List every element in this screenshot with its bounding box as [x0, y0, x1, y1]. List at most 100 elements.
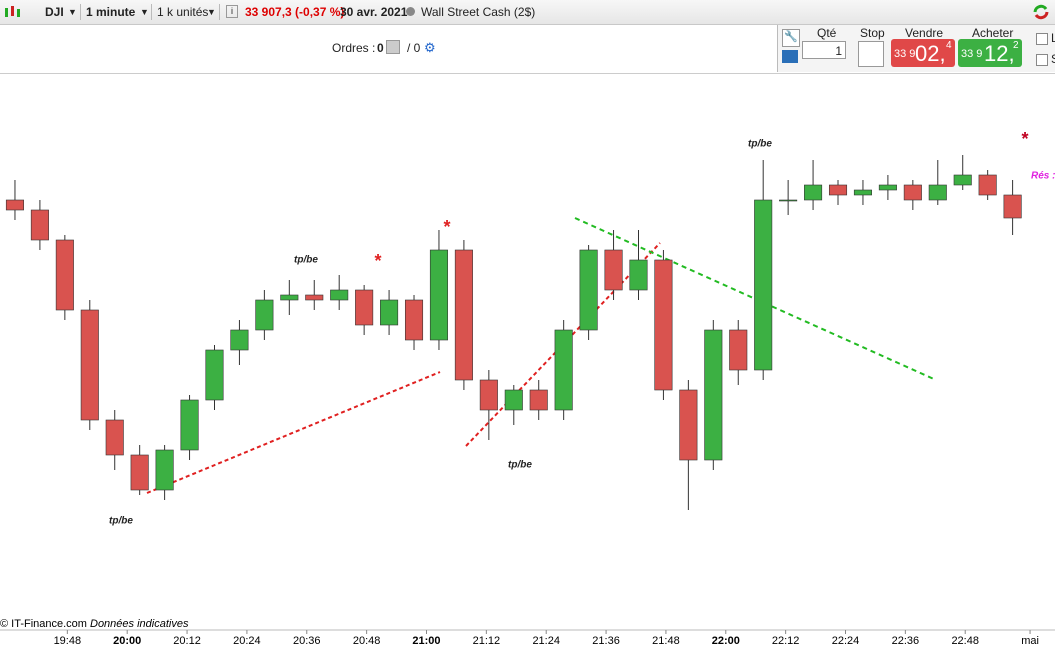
x-tick-label: 22:00: [712, 635, 740, 647]
refresh-icon[interactable]: [1031, 3, 1051, 21]
info-icon[interactable]: i: [226, 5, 238, 18]
settings-icon[interactable]: ⚙: [424, 40, 436, 55]
x-tick-label: 20:12: [173, 635, 201, 647]
candle-body: [230, 329, 249, 351]
buy-label: Acheter: [972, 26, 1014, 40]
candle-body: [704, 329, 723, 461]
buy-price-suffix: 2: [1013, 40, 1019, 51]
annotation: Rés :: [1031, 171, 1055, 182]
candle-body: [479, 379, 498, 411]
candle-body: [1003, 194, 1022, 219]
buy-price-main: 12,: [984, 41, 1015, 66]
candle-body: [754, 199, 773, 371]
candle-body: [280, 294, 299, 301]
date: 30 avr. 2021: [340, 5, 408, 19]
candle-body: [205, 349, 224, 401]
dropdown-arrow[interactable]: ▼: [207, 7, 216, 17]
buy-button[interactable]: 33 9 12, 2: [958, 39, 1022, 67]
x-tick-label: 21:36: [592, 635, 620, 647]
candle-body: [729, 329, 748, 371]
timeframe[interactable]: 1 minute: [86, 5, 136, 19]
candle-body: [604, 249, 623, 291]
buy-price-prefix: 33 9: [961, 48, 983, 60]
sell-price-prefix: 33 9: [894, 48, 916, 60]
orders-label: Ordres :: [332, 41, 376, 55]
candle-body: [804, 184, 823, 201]
candle-body: [105, 419, 124, 456]
trend-line: [146, 371, 441, 494]
orders-count: 0: [377, 41, 384, 55]
candle-body: [953, 174, 972, 186]
toolbar: DJI ▼ 1 minute ▼ 1 k unités ▼ i 33 907,3…: [0, 0, 1055, 25]
candle-body: [380, 299, 399, 326]
candle-body: [853, 189, 872, 196]
orders-separator: / 0: [407, 41, 421, 55]
stop-button[interactable]: [858, 41, 884, 67]
keyboard-icon[interactable]: [782, 50, 798, 63]
candle-body: [828, 184, 848, 196]
candle-body: [654, 259, 673, 391]
order-panel: Ordres : 0 / 0 ⚙ 🔧 Qté 1 Stop Vendre 33 …: [0, 25, 1055, 74]
separator: [219, 4, 220, 20]
annotation: *: [443, 217, 450, 237]
candle-body: [180, 399, 199, 451]
qty-label: Qté: [817, 26, 837, 40]
candle-body: [579, 249, 598, 331]
disclaimer: Données indicatives: [90, 618, 189, 630]
tool-icon[interactable]: 🔧: [782, 29, 800, 47]
orders-icon[interactable]: [386, 40, 400, 54]
trade-box: 🔧 Qté 1 Stop Vendre 33 9 02, 4 Acheter 3…: [777, 25, 1055, 72]
trend-line: [574, 217, 937, 381]
checkbox[interactable]: [1036, 54, 1048, 66]
candle-body: [404, 299, 424, 341]
candle-body: [454, 249, 473, 381]
annotation: *: [374, 251, 381, 271]
candle-body: [5, 199, 24, 211]
stop-label: Stop: [860, 26, 885, 40]
sell-label: Vendre: [905, 26, 944, 40]
candle-body: [928, 184, 947, 201]
candle-body: [429, 249, 448, 341]
dropdown-arrow[interactable]: ▼: [140, 7, 149, 17]
symbol[interactable]: DJI: [45, 5, 64, 19]
x-tick-label: 20:00: [113, 635, 141, 647]
copyright: © IT-Finance.com: [0, 618, 87, 630]
x-tick-label: 19:48: [54, 635, 82, 647]
annotation: *: [1021, 129, 1028, 149]
x-tick-label: 22:24: [832, 635, 860, 647]
units[interactable]: 1 k unités: [157, 5, 209, 19]
chart-icon: [5, 6, 20, 17]
candle-body: [55, 239, 74, 311]
annotation: tp/be: [294, 255, 318, 266]
annotation: tp/be: [508, 460, 532, 471]
sell-price-main: 02,: [915, 41, 946, 66]
dropdown-arrow[interactable]: ▼: [68, 7, 77, 17]
checkbox-label: S: [1051, 52, 1055, 66]
candle-body: [629, 259, 648, 291]
candle-body: [255, 299, 274, 331]
x-tick-label: 22:12: [772, 635, 800, 647]
candle-body: [130, 454, 149, 491]
candle-body: [878, 184, 897, 191]
x-tick-label: 21:24: [532, 635, 560, 647]
sell-button[interactable]: 33 9 02, 4: [891, 39, 955, 67]
checkbox-label: L: [1051, 31, 1055, 45]
x-tick-label: 21:48: [652, 635, 680, 647]
checkbox[interactable]: [1036, 33, 1048, 45]
annotation: tp/be: [109, 516, 133, 527]
x-tick-label: 20:36: [293, 635, 321, 647]
x-tick-label: 21:12: [473, 635, 501, 647]
candle-body: [155, 449, 174, 491]
candle-body: [355, 289, 374, 326]
annotation: tp/be: [748, 139, 772, 150]
candle-body: [305, 294, 324, 301]
separator: [151, 4, 152, 20]
price-change: 33 907,3 (-0,37 %): [245, 5, 345, 19]
qty-input[interactable]: 1: [802, 41, 846, 59]
x-tick-label: 21:00: [412, 635, 440, 647]
candle-body: [529, 389, 548, 411]
candle-body: [330, 289, 349, 301]
instrument: Wall Street Cash (2$): [421, 5, 536, 19]
